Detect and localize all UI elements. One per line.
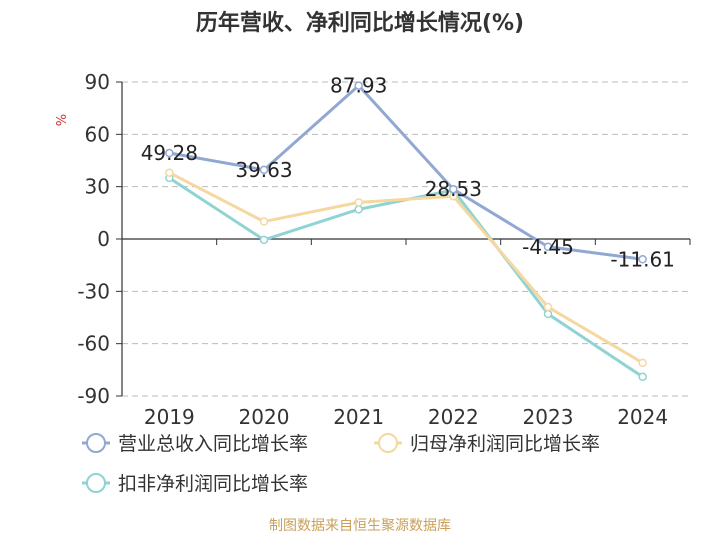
- data-label: -11.61: [610, 247, 674, 271]
- series-line-0: [167, 84, 645, 261]
- data-label: 49.28: [141, 141, 198, 165]
- data-point: [543, 242, 553, 252]
- data-point: [354, 198, 363, 207]
- legend-item-2: 扣非净利润同比增长率: [82, 473, 308, 495]
- data-point: [259, 217, 269, 226]
- data-point: [543, 309, 553, 319]
- series-lines: [165, 81, 647, 382]
- legend-item-0: 营业总收入同比增长率: [82, 433, 308, 455]
- legend-marker: [86, 473, 106, 493]
- x-tick-label: 2022: [428, 405, 479, 429]
- legend-label: 扣非净利润同比增长率: [118, 473, 308, 495]
- data-label: -4.45: [522, 235, 574, 259]
- data-point: [638, 372, 647, 382]
- y-tick-label: -90: [77, 384, 110, 408]
- data-label: 28.53: [425, 177, 482, 201]
- y-axis-ticks: 90 60 30 0 -30 -60 -90: [77, 70, 123, 408]
- data-point: [165, 168, 174, 177]
- x-axis-ticks: 2019 2020 2021 2022 2023 2024: [121, 239, 691, 429]
- data-point: [354, 205, 363, 214]
- legend-label: 归母净利润同比增长率: [410, 433, 600, 455]
- source-note: 制图数据来自恒生聚源数据库: [269, 518, 451, 534]
- x-tick-label: 2024: [617, 405, 668, 429]
- legend-label: 营业总收入同比增长率: [118, 433, 308, 455]
- data-point: [638, 358, 647, 368]
- data-point: [449, 184, 458, 194]
- y-tick-label: -60: [77, 332, 110, 356]
- legend-marker: [86, 433, 106, 453]
- series-line-1: [167, 171, 645, 365]
- data-point: [638, 255, 647, 264]
- data-labels: 49.28 39.63 87.93 28.53 -4.45 -11.61: [141, 74, 675, 272]
- data-point: [259, 235, 269, 245]
- x-tick-label: 2020: [239, 405, 290, 429]
- chart-title: 历年营收、净利同比增长情况(%): [196, 10, 524, 36]
- y-tick-label: -30: [77, 279, 110, 303]
- data-label: 39.63: [235, 158, 292, 182]
- y-tick-label: 0: [97, 227, 110, 251]
- x-tick-label: 2023: [523, 405, 574, 429]
- legend-marker: [378, 433, 398, 453]
- legend-item-1: 归母净利润同比增长率: [374, 433, 600, 455]
- x-tick-label: 2021: [333, 405, 384, 429]
- data-point: [259, 165, 269, 175]
- x-tick-label: 2019: [144, 405, 195, 429]
- data-point: [354, 81, 363, 90]
- y-axis-unit: %: [55, 114, 70, 126]
- y-tick-label: 30: [85, 175, 110, 199]
- y-tick-label: 90: [85, 70, 110, 94]
- data-point: [165, 148, 174, 158]
- y-tick-label: 60: [85, 122, 110, 146]
- data-label: 87.93: [330, 74, 387, 98]
- data-point: [543, 302, 553, 312]
